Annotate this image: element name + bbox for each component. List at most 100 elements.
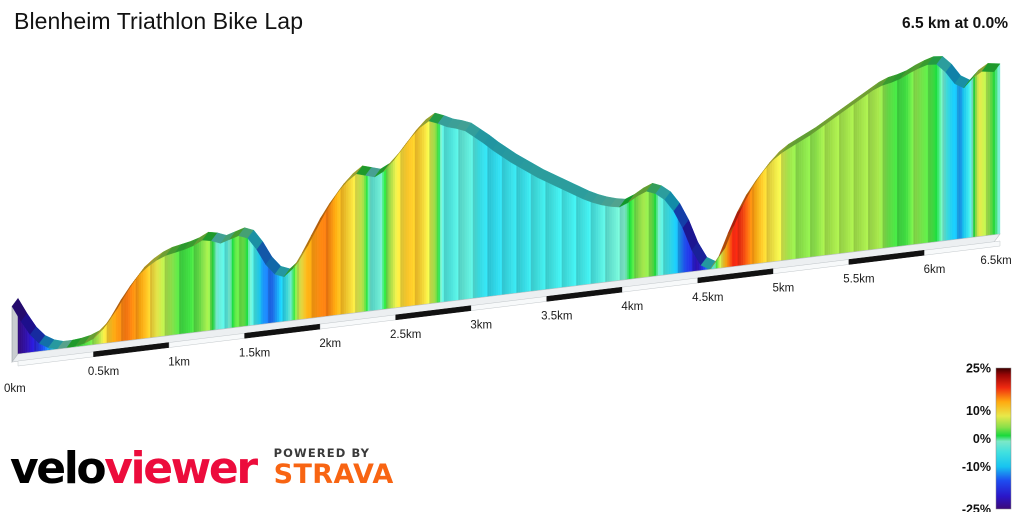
axis-tick-label: 6km	[924, 264, 946, 276]
profile-gradient-strip	[924, 59, 927, 244]
profile-gradient-strip	[309, 238, 312, 319]
profile-gradient-strip	[990, 63, 993, 236]
profile-gradient-strip	[157, 254, 160, 338]
profile-gradient-strip	[576, 184, 579, 286]
profile-gradient-strip	[110, 315, 113, 343]
profile-gradient-strip	[324, 210, 327, 317]
profile-gradient-strip	[846, 103, 849, 253]
profile-gradient-strip	[826, 118, 829, 256]
profile-gradient-strip	[862, 92, 865, 251]
profile-gradient-strip	[614, 197, 617, 282]
profile-gradient-strip	[307, 241, 311, 319]
profile-gradient-strip	[855, 97, 858, 252]
legend-tick-label: 0%	[973, 432, 991, 446]
profile-gradient-strip	[650, 182, 653, 277]
profile-gradient-strip	[126, 288, 129, 341]
profile-gradient-strip	[391, 158, 394, 309]
profile-gradient-strip	[514, 152, 517, 294]
profile-gradient-strip	[596, 193, 599, 284]
profile-gradient-strip	[471, 122, 474, 299]
profile-gradient-strip	[579, 186, 582, 286]
profile-gradient-strip	[880, 79, 883, 249]
profile-gradient-strip	[436, 113, 439, 304]
profile-gradient-strip	[476, 126, 479, 299]
profile-gradient-strip	[378, 168, 381, 311]
profile-gradient-strip	[382, 166, 385, 310]
profile-gradient-strip	[413, 131, 416, 306]
profile-gradient-strip	[367, 166, 370, 312]
profile-gradient-strip	[162, 250, 166, 337]
profile-gradient-strip	[119, 300, 122, 342]
profile-gradient-strip	[360, 165, 363, 313]
profile-gradient-strip	[590, 191, 593, 285]
profile-gradient-strip	[929, 57, 932, 243]
profile-gradient-strip	[917, 62, 920, 245]
profile-gradient-strip	[840, 107, 844, 254]
profile-gradient-strip	[242, 227, 245, 327]
profile-gradient-strip	[568, 181, 572, 287]
profile-gradient-strip	[240, 228, 243, 327]
profile-gradient-strip	[422, 121, 425, 305]
profile-gradient-strip	[992, 63, 996, 236]
axis-tick-label: 5km	[773, 283, 795, 295]
profile-gradient-strip	[525, 159, 528, 293]
profile-gradient-strip	[958, 72, 961, 240]
profile-gradient-strip	[122, 294, 126, 342]
profile-gradient-strip	[414, 129, 418, 306]
profile-gradient-strip	[425, 117, 428, 305]
profile-gradient-strip	[451, 117, 454, 302]
profile-gradient-strip	[906, 69, 909, 246]
profile-gradient-strip	[811, 128, 815, 258]
profile-gradient-strip	[237, 229, 240, 328]
page-title: Blenheim Triathlon Bike Lap	[14, 8, 304, 34]
profile-gradient-strip	[770, 159, 773, 263]
profile-gradient-strip	[866, 89, 869, 251]
profile-gradient-strip	[405, 140, 408, 307]
profile-gradient-strip	[539, 167, 543, 291]
profile-gradient-strip	[222, 234, 225, 330]
profile-gradient-strip	[873, 84, 876, 250]
profile-gradient-strip	[159, 252, 162, 337]
profile-gradient-strip	[193, 238, 196, 333]
profile-gradient-strip	[545, 170, 548, 290]
profile-gradient-strip	[527, 160, 530, 292]
profile-gradient-strip	[505, 146, 508, 295]
axis-tick-label: 4km	[621, 301, 643, 313]
profile-gradient-strip	[396, 152, 399, 308]
profile-gradient-strip	[115, 307, 118, 343]
profile-gradient-strip	[155, 255, 158, 338]
profile-gradient-strip	[554, 174, 557, 289]
profile-gradient-strip	[249, 228, 253, 326]
profile-gradient-strip	[529, 161, 532, 292]
profile-gradient-strip	[978, 68, 981, 237]
axis-tick-label: 2km	[319, 338, 341, 350]
profile-gradient-strip	[839, 108, 842, 254]
logo-velo-text: velo	[10, 443, 107, 494]
veloviewer-logo[interactable]: veloviewer	[10, 443, 258, 494]
profile-gradient-strip	[137, 273, 140, 340]
profile-gradient-strip	[563, 178, 566, 288]
profile-gradient-strip	[151, 258, 155, 338]
strava-attribution[interactable]: POWERED BY STRAVA	[274, 446, 394, 492]
profile-gradient-strip	[128, 286, 131, 341]
profile-gradient-strip	[536, 165, 539, 291]
profile-gradient-strip	[480, 128, 483, 298]
profile-gradient-strip	[209, 232, 213, 331]
summary-stat: 6.5 km at 0.0%	[902, 15, 1008, 32]
profile-gradient-strip	[641, 187, 644, 278]
profile-gradient-strip	[226, 234, 229, 329]
profile-gradient-strip	[483, 131, 486, 298]
profile-gradient-strip	[297, 260, 300, 321]
profile-gradient-strip	[215, 232, 218, 331]
profile-gradient-strip	[458, 119, 461, 301]
profile-gradient-strip	[175, 245, 178, 335]
profile-gradient-strip	[967, 78, 970, 239]
profile-gradient-strip	[235, 230, 238, 328]
elevation-profile-chart[interactable]: 0km 0.5km 1km 1.5km 2km 2.5km 3km 3.5km 4km 4.5km…	[0, 44, 1024, 394]
profile-gradient-strip	[824, 119, 827, 256]
profile-gradient-strip	[146, 263, 149, 339]
profile-gradient-strip	[199, 236, 202, 333]
profile-gradient-strip	[956, 70, 960, 240]
gradient-color-bar	[995, 367, 1012, 510]
profile-gradient-strip	[313, 231, 316, 319]
